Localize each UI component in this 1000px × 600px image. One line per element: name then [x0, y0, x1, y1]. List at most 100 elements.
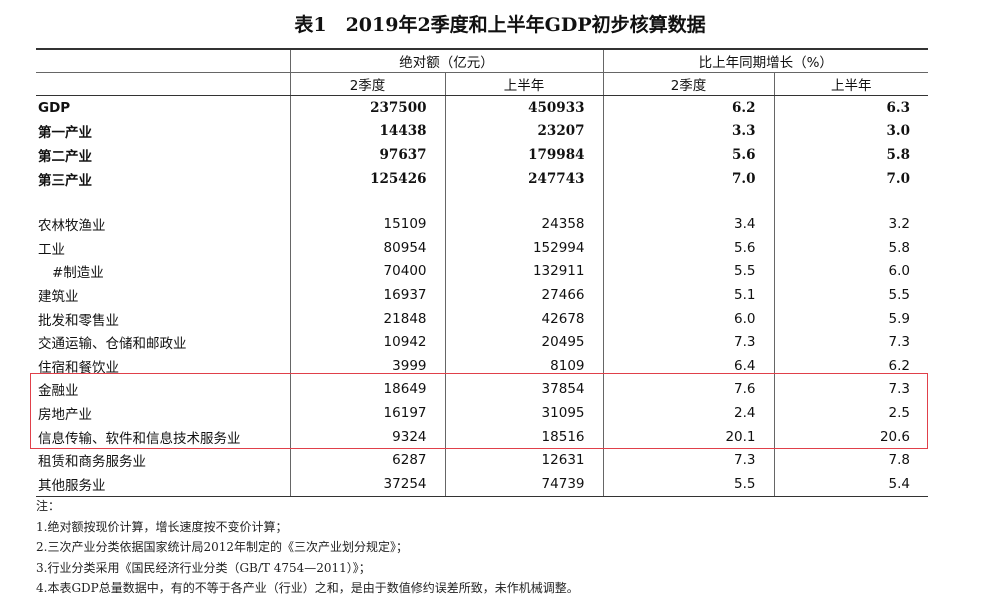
q2-amount-cell: 21848: [289, 306, 445, 331]
h1-growth-cell: 5.9: [773, 306, 929, 331]
q2-growth-cell: 7.3: [602, 448, 774, 472]
row-label: GDP: [38, 99, 71, 116]
row-label: [36, 190, 290, 212]
h1-amount-cell: 247743: [444, 166, 603, 191]
note-3: 3.行业分类采用《国民经济行业分类（GB/T 4754—2011）》；: [36, 560, 371, 575]
row-label: 第一产业: [38, 125, 92, 142]
h1-amount-cell: 132911: [444, 259, 603, 284]
table-row: 金融业 18649 37854 7.6 7.3: [36, 377, 929, 402]
q2-amount-cell: 37254: [289, 471, 445, 497]
table-row: 交通运输、仓储和邮政业 10942 20495 7.3 7.3: [36, 330, 929, 354]
table-row: 工业 80954 152994 5.6 5.8: [36, 235, 929, 260]
table-row: 房地产业 16197 31095 2.4 2.5: [36, 401, 929, 425]
h1-amount-cell: 152994: [444, 235, 603, 260]
row-label: 其他服务业: [36, 471, 290, 497]
q2-amount-cell: 237500: [289, 95, 445, 120]
table-row: GDP 237500 450933 6.2 6.3: [36, 95, 929, 120]
h1-amount-cell: 31095: [444, 401, 603, 425]
h1-amount-cell: 450933: [444, 95, 603, 120]
h1-growth-cell: 6.2: [773, 353, 929, 378]
q2-growth-cell: 20.1: [602, 424, 774, 449]
q2-amount-cell: 9324: [289, 424, 445, 449]
row-label: 金融业: [38, 383, 79, 400]
h1-amount-cell: [444, 190, 603, 213]
q2-growth-cell: 3.4: [602, 212, 774, 236]
note-2: 2.三次产业分类依据国家统计局2012年制定的《三次产业划分规定》；: [36, 540, 408, 554]
table-row: 租赁和商务服务业 6287 12631 7.3 7.8: [36, 448, 929, 472]
q2-amount-cell: [289, 190, 445, 213]
q2-amount-cell: 14438: [289, 119, 445, 144]
h1-amount-cell: 42678: [444, 306, 603, 331]
note-4: 4.本表GDP总量数据中，有的不等于各产业（行业）之和，是由于数值修约误差所致，…: [36, 581, 579, 595]
q2-growth-cell: 6.0: [602, 306, 774, 331]
h1-growth-cell: 6.0: [773, 259, 929, 284]
h1-amount-cell: 20495: [444, 330, 603, 354]
h1-amount-cell: 12631: [444, 448, 603, 472]
q2-growth-cell: 7.6: [602, 377, 774, 402]
h1-growth-cell: 5.4: [773, 471, 929, 497]
q2-growth-cell: 5.6: [602, 143, 774, 167]
q2-amount-cell: 80954: [289, 235, 445, 260]
table-row: 农林牧渔业 15109 24358 3.4 3.2: [36, 212, 929, 236]
row-label: 信息传输、软件和信息技术服务业: [38, 430, 241, 447]
row-label: 农林牧渔业: [38, 218, 106, 235]
h1-amount-cell: 18516: [444, 424, 603, 449]
h1-growth-cell: 3.2: [773, 212, 929, 236]
header-absolute-amount: 绝对额（亿元）: [289, 48, 603, 73]
q2-growth-cell: 5.5: [602, 259, 774, 284]
q2-growth-cell: 6.4: [602, 353, 774, 378]
h1-amount-cell: 74739: [444, 471, 603, 497]
gdp-table: 绝对额（亿元） 比上年同期增长（%） 2季度 上半年 2季度 上半年 GDP 23…: [36, 48, 929, 497]
footnotes: 注： 1.绝对额按现价计算，增长速度按不变价计算； 2.三次产业分类依据国家统计…: [36, 496, 579, 599]
h1-amount-cell: 24358: [444, 212, 603, 236]
row-label: 第三产业: [38, 172, 92, 189]
header-row-groups: 绝对额（亿元） 比上年同期增长（%）: [36, 48, 929, 73]
h1-growth-cell: 3.0: [773, 119, 929, 144]
row-label: 租赁和商务服务业: [38, 454, 146, 471]
q2-growth-cell: 6.2: [602, 95, 774, 120]
q2-amount-cell: 3999: [289, 353, 445, 378]
table-row: 住宿和餐饮业 3999 8109 6.4 6.2: [36, 353, 929, 378]
q2-amount-cell: 15109: [289, 212, 445, 236]
h1-growth-cell: 6.3: [773, 95, 929, 120]
table-row: 其他服务业 37254 74739 5.5 5.4: [36, 471, 929, 497]
header-blank: [36, 72, 290, 96]
q2-growth-cell: 5.6: [602, 235, 774, 260]
h1-growth-cell: 20.6: [773, 424, 929, 449]
q2-growth-cell: 5.1: [602, 283, 774, 307]
q2-amount-cell: 18649: [289, 377, 445, 402]
table-row: 第三产业 125426 247743 7.0 7.0: [36, 166, 929, 191]
header-q2-amount: 2季度: [289, 72, 445, 96]
header-row-periods: 2季度 上半年 2季度 上半年: [36, 72, 929, 96]
h1-growth-cell: [773, 190, 929, 213]
table-row: 建筑业 16937 27466 5.1 5.5: [36, 283, 929, 307]
q2-amount-cell: 6287: [289, 448, 445, 472]
h1-amount-cell: 179984: [444, 143, 603, 167]
h1-growth-cell: 2.5: [773, 401, 929, 425]
row-label: 交通运输、仓储和邮政业: [38, 336, 187, 353]
row-label: 批发和零售业: [38, 312, 119, 329]
q2-growth-cell: [602, 190, 774, 213]
q2-growth-cell: 7.3: [602, 330, 774, 354]
table-row: 批发和零售业 21848 42678 6.0 5.9: [36, 306, 929, 331]
h1-growth-cell: 7.8: [773, 448, 929, 472]
q2-growth-cell: 2.4: [602, 401, 774, 425]
row-label: 建筑业: [38, 288, 79, 305]
h1-growth-cell: 7.0: [773, 166, 929, 191]
h1-growth-cell: 5.5: [773, 283, 929, 307]
h1-growth-cell: 7.3: [773, 330, 929, 354]
header-growth-rate: 比上年同期增长（%）: [602, 48, 929, 73]
table-row: #制造业 70400 132911 5.5 6.0: [36, 259, 929, 284]
table-body: GDP 237500 450933 6.2 6.3 第一产业 14438 23207 3.3 3.…: [36, 95, 929, 497]
table-row: 第二产业 97637 179984 5.6 5.8: [36, 143, 929, 167]
h1-growth-cell: 7.3: [773, 377, 929, 402]
q2-amount-cell: 16197: [289, 401, 445, 425]
header-h1-amount: 上半年: [444, 72, 603, 96]
q2-amount-cell: 10942: [289, 330, 445, 354]
spacer-row: [36, 190, 929, 213]
h1-amount-cell: 27466: [444, 283, 603, 307]
row-label: #制造业: [52, 265, 104, 282]
table-row: 第一产业 14438 23207 3.3 3.0: [36, 119, 929, 144]
table-title: 表1 2019年2季度和上半年GDP初步核算数据: [294, 14, 706, 36]
q2-amount-cell: 97637: [289, 143, 445, 167]
